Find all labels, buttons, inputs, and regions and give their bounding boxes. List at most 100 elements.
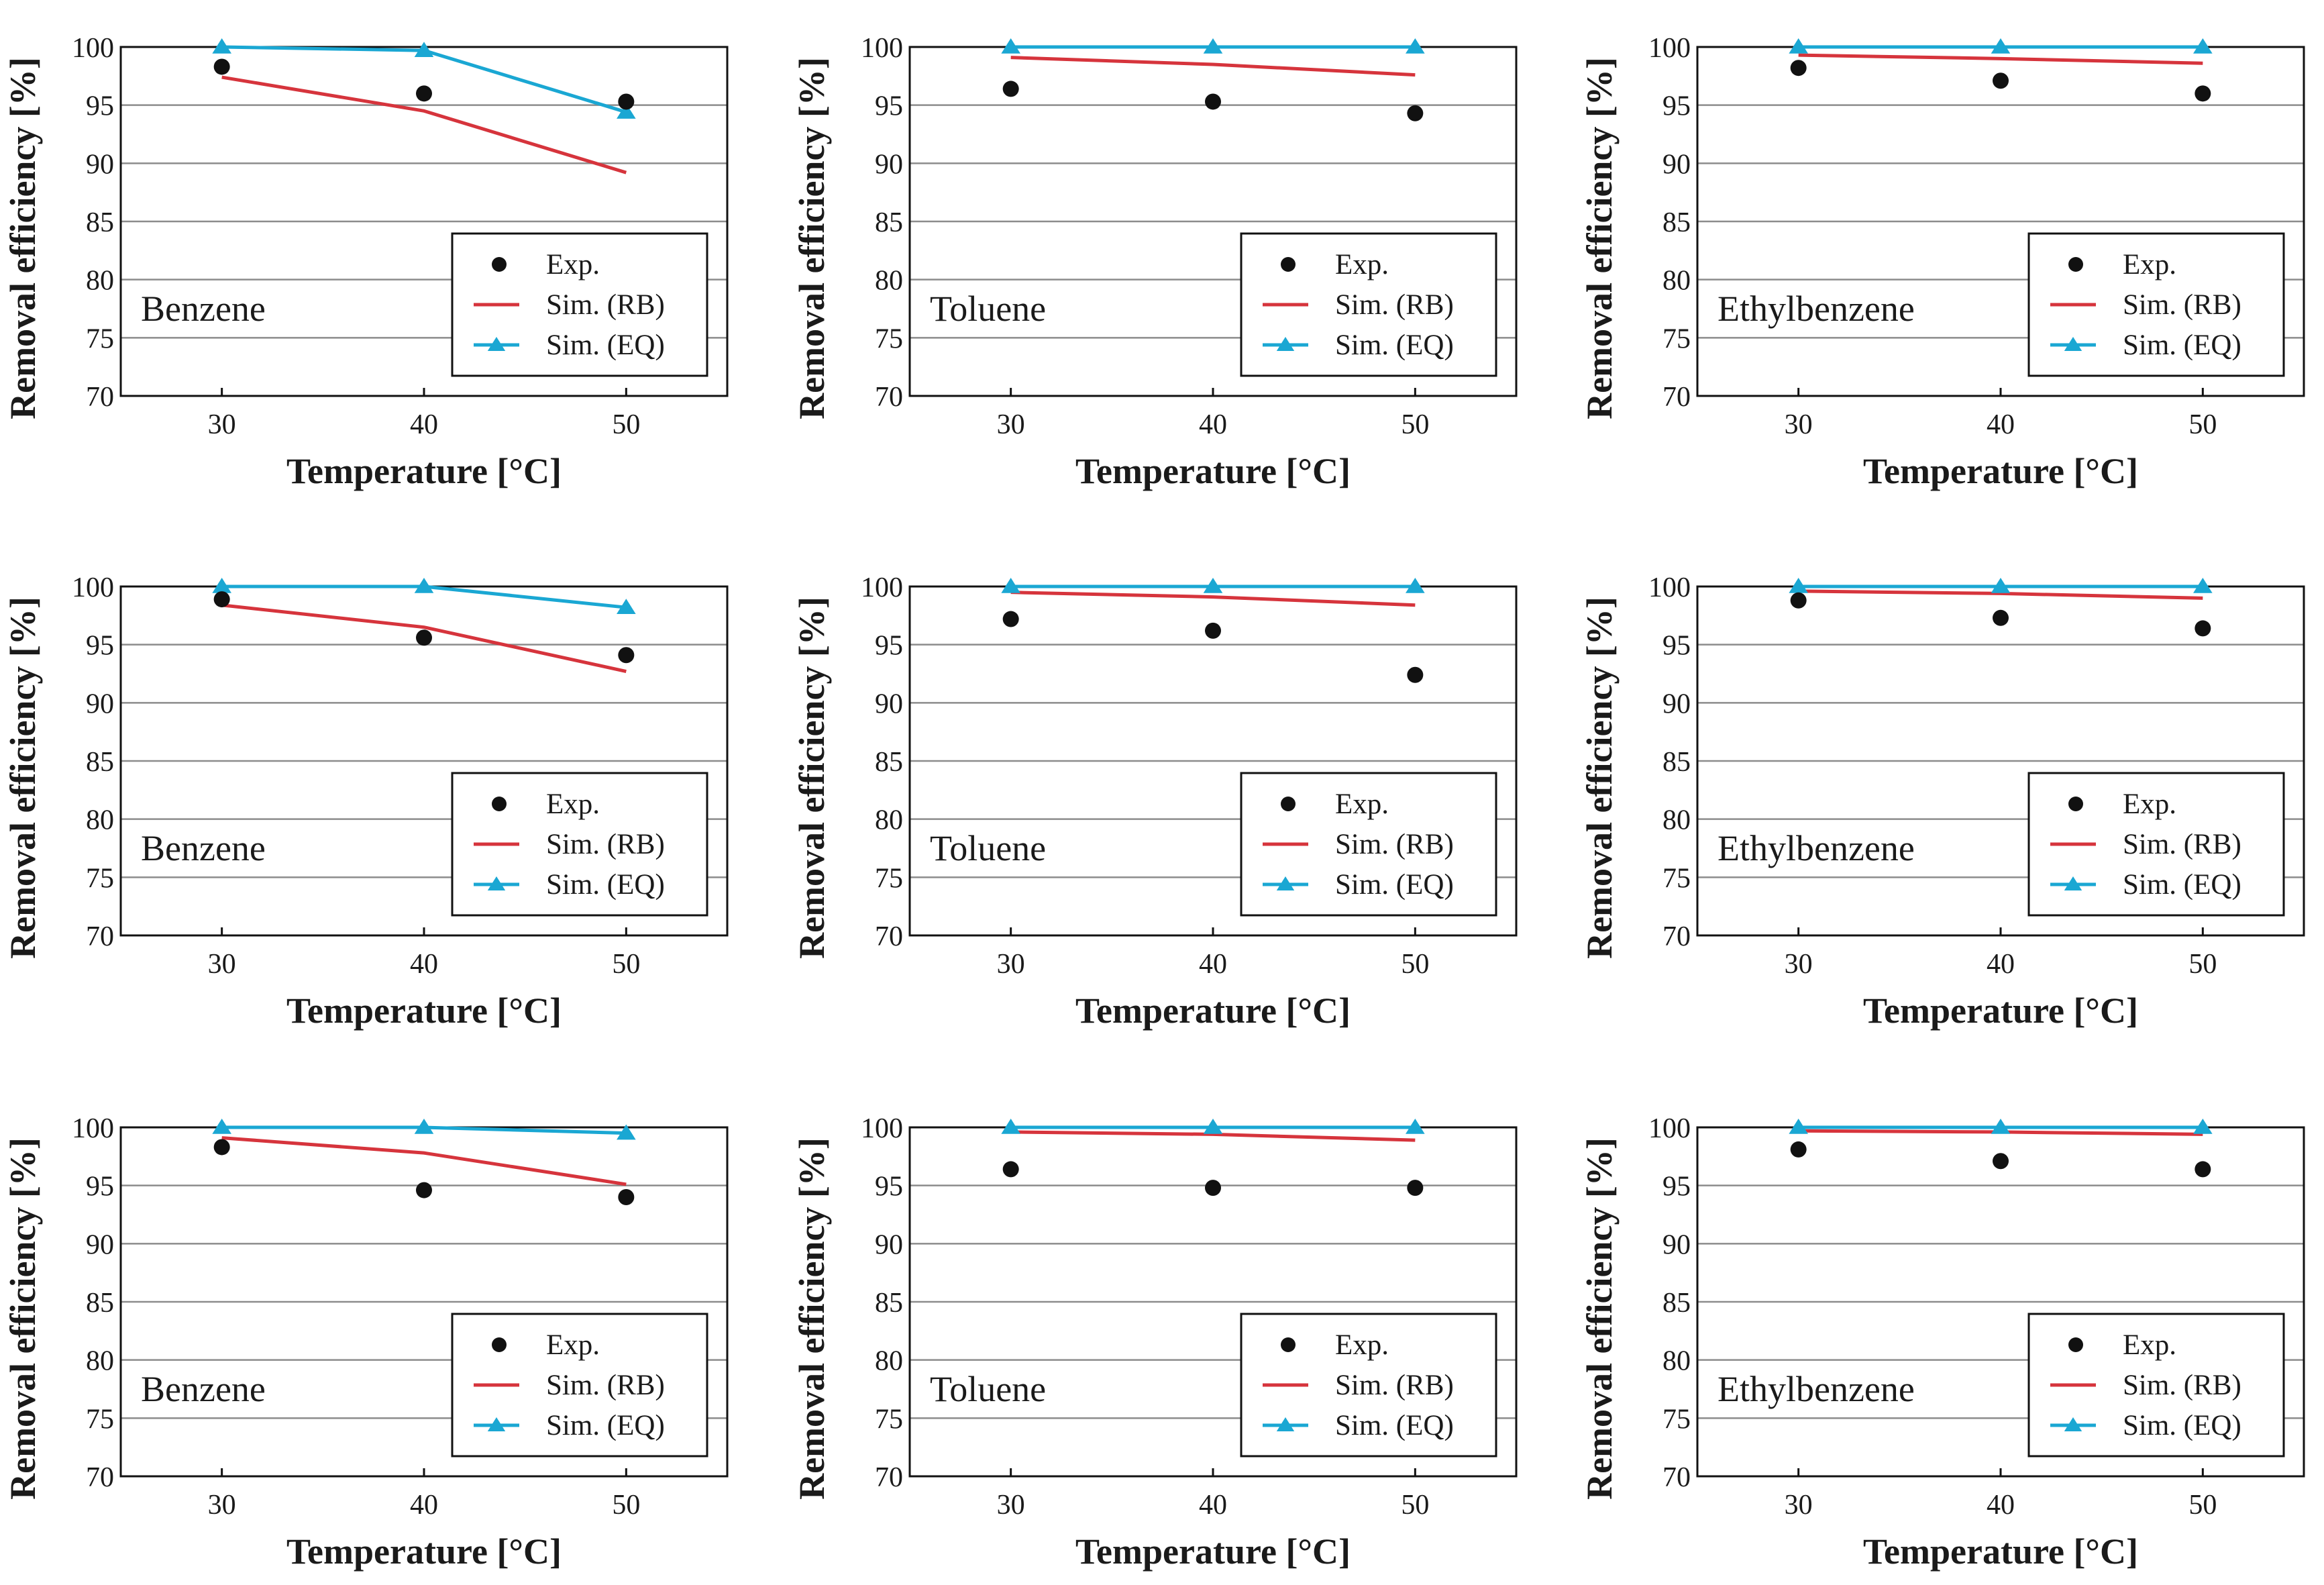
legend-eq-marker <box>2064 876 2082 890</box>
exp-point <box>1993 609 2009 626</box>
legend-rb-label: Sim. (RB) <box>1335 1370 1454 1401</box>
y-tick-label: 70 <box>1662 921 1691 952</box>
series-line-sim-rb <box>1010 591 1416 607</box>
compound-label: Ethylbenzene <box>1718 828 1915 868</box>
y-tick-label: 100 <box>72 1113 114 1144</box>
exp-point <box>1205 93 1221 110</box>
x-axis-title: Temperature [°C] <box>1075 990 1351 1031</box>
sim-eq-marker <box>1203 578 1223 593</box>
x-tick-label: 50 <box>2188 409 2217 440</box>
y-tick-label: 90 <box>875 1229 903 1260</box>
legend-exp-label: Exp. <box>1335 1329 1389 1361</box>
sim-eq-marker <box>1406 578 1425 593</box>
y-tick-label: 95 <box>875 1172 903 1203</box>
legend-eq-marker <box>1276 1417 1295 1431</box>
y-tick-label: 95 <box>1662 631 1691 662</box>
y-axis-title: Removal efficiency [%] <box>792 57 832 419</box>
legend-eq-marker <box>487 337 506 351</box>
legend-eq-label: Sim. (EQ) <box>2123 1410 2241 1441</box>
legend-exp-symbol <box>492 797 507 811</box>
exp-point <box>416 85 432 102</box>
sim-eq-marker <box>1406 38 1425 54</box>
exp-point <box>416 1182 432 1198</box>
compound-label: Toluene <box>930 828 1046 868</box>
exp-point <box>618 647 635 664</box>
y-tick-label: 80 <box>1662 266 1691 297</box>
sim-eq-marker <box>1001 578 1020 593</box>
exp-point <box>1790 592 1807 609</box>
exp-point <box>1407 105 1424 121</box>
exp-point <box>2195 1161 2211 1178</box>
sim-eq-marker <box>1001 1119 1020 1134</box>
x-axis-title: Temperature [°C] <box>1075 1531 1351 1572</box>
x-tick-label: 30 <box>208 949 236 980</box>
x-tick-label: 40 <box>1987 409 2015 440</box>
legend-rb-label: Sim. (RB) <box>546 829 665 860</box>
x-tick-label: 50 <box>2188 1490 2217 1521</box>
legend-rb-label: Sim. (RB) <box>546 1370 665 1401</box>
y-tick-label: 100 <box>861 1113 903 1144</box>
y-axis-title: Removal efficiency [%] <box>792 597 832 959</box>
exp-point <box>1002 611 1019 627</box>
y-axis-title: Removal efficiency [%] <box>1579 1137 1620 1500</box>
y-tick-label: 100 <box>861 33 903 64</box>
legend-rb-label: Sim. (RB) <box>2123 289 2241 321</box>
x-tick-label: 30 <box>997 409 1025 440</box>
legend-exp-label: Exp. <box>2123 249 2176 280</box>
legend-eq-label: Sim. (EQ) <box>2123 329 2241 361</box>
sim-eq-marker <box>617 1124 636 1140</box>
x-tick-label: 50 <box>612 1490 640 1521</box>
y-tick-label: 75 <box>1662 323 1691 354</box>
y-tick-label: 95 <box>86 91 114 122</box>
legend-exp-symbol <box>2068 797 2083 811</box>
sim-eq-marker <box>617 599 636 614</box>
legend-eq-marker <box>1276 337 1295 351</box>
y-axis-title: Removal efficiency [%] <box>1579 597 1620 959</box>
x-tick-label: 40 <box>1987 1490 2015 1521</box>
exp-point <box>1205 622 1221 639</box>
x-axis-title: Temperature [°C] <box>1863 990 2138 1031</box>
sim-eq-marker <box>1991 1119 2011 1134</box>
y-tick-label: 75 <box>875 1404 903 1435</box>
x-tick-label: 30 <box>1785 949 1813 980</box>
compound-label: Benzene <box>141 1369 266 1409</box>
y-tick-label: 75 <box>875 323 903 354</box>
y-tick-label: 85 <box>875 1288 903 1319</box>
legend-eq-label: Sim. (EQ) <box>1335 1410 1454 1441</box>
y-tick-label: 85 <box>875 207 903 238</box>
x-tick-label: 50 <box>1401 409 1429 440</box>
sim-eq-marker <box>2193 38 2213 54</box>
legend-exp-label: Exp. <box>546 249 600 280</box>
y-tick-label: 85 <box>86 747 114 778</box>
x-axis-title: Temperature [°C] <box>1863 451 2138 491</box>
y-tick-label: 85 <box>875 747 903 778</box>
legend-exp-label: Exp. <box>1335 788 1389 820</box>
y-tick-label: 70 <box>1662 1462 1691 1493</box>
y-tick-label: 100 <box>72 572 114 603</box>
legend-exp-label: Exp. <box>1335 249 1389 280</box>
sim-eq-marker <box>1001 38 1020 54</box>
sim-eq-marker <box>2193 1119 2213 1134</box>
x-tick-label: 40 <box>410 1490 438 1521</box>
y-tick-label: 80 <box>875 805 903 836</box>
y-axis-title: Removal efficiency [%] <box>3 57 43 419</box>
y-tick-label: 80 <box>875 1346 903 1377</box>
legend-eq-label: Sim. (EQ) <box>546 869 665 901</box>
y-tick-label: 75 <box>1662 1404 1691 1435</box>
exp-point <box>1205 1180 1221 1196</box>
sim-eq-marker <box>2193 578 2213 593</box>
y-tick-label: 80 <box>875 266 903 297</box>
y-tick-label: 75 <box>86 323 114 354</box>
exp-point <box>1002 1161 1019 1178</box>
y-tick-label: 100 <box>1648 33 1691 64</box>
legend-eq-marker <box>2064 1417 2082 1431</box>
y-tick-label: 75 <box>86 1404 114 1435</box>
y-axis-title: Removal efficiency [%] <box>3 1137 43 1500</box>
sim-eq-marker <box>1789 1119 1808 1134</box>
y-tick-label: 75 <box>1662 863 1691 894</box>
